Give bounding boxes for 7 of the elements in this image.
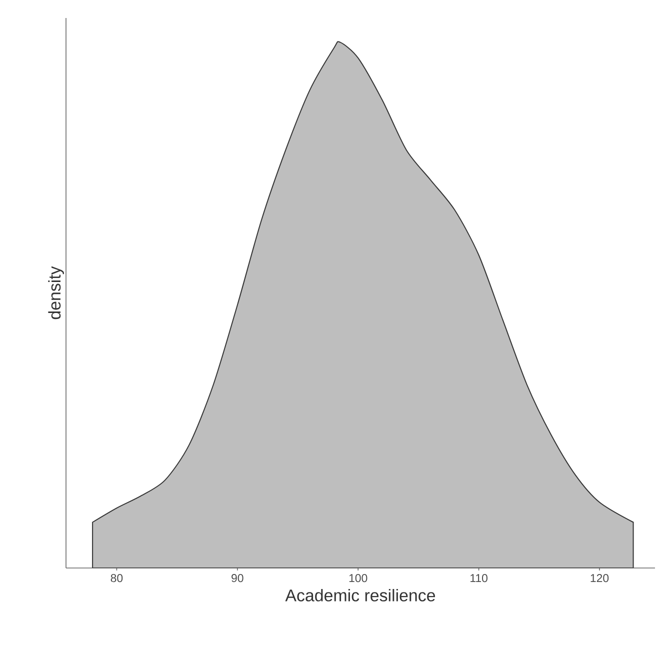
- x-tick-label: 100: [349, 574, 368, 582]
- x-tick-label: 80: [110, 574, 123, 582]
- y-axis-title: density: [48, 266, 64, 320]
- x-tick-label: 120: [590, 574, 609, 582]
- x-tick-label: 90: [232, 574, 244, 582]
- x-axis-title: Academic resilience: [285, 588, 436, 602]
- x-tick-label: 110: [470, 574, 488, 582]
